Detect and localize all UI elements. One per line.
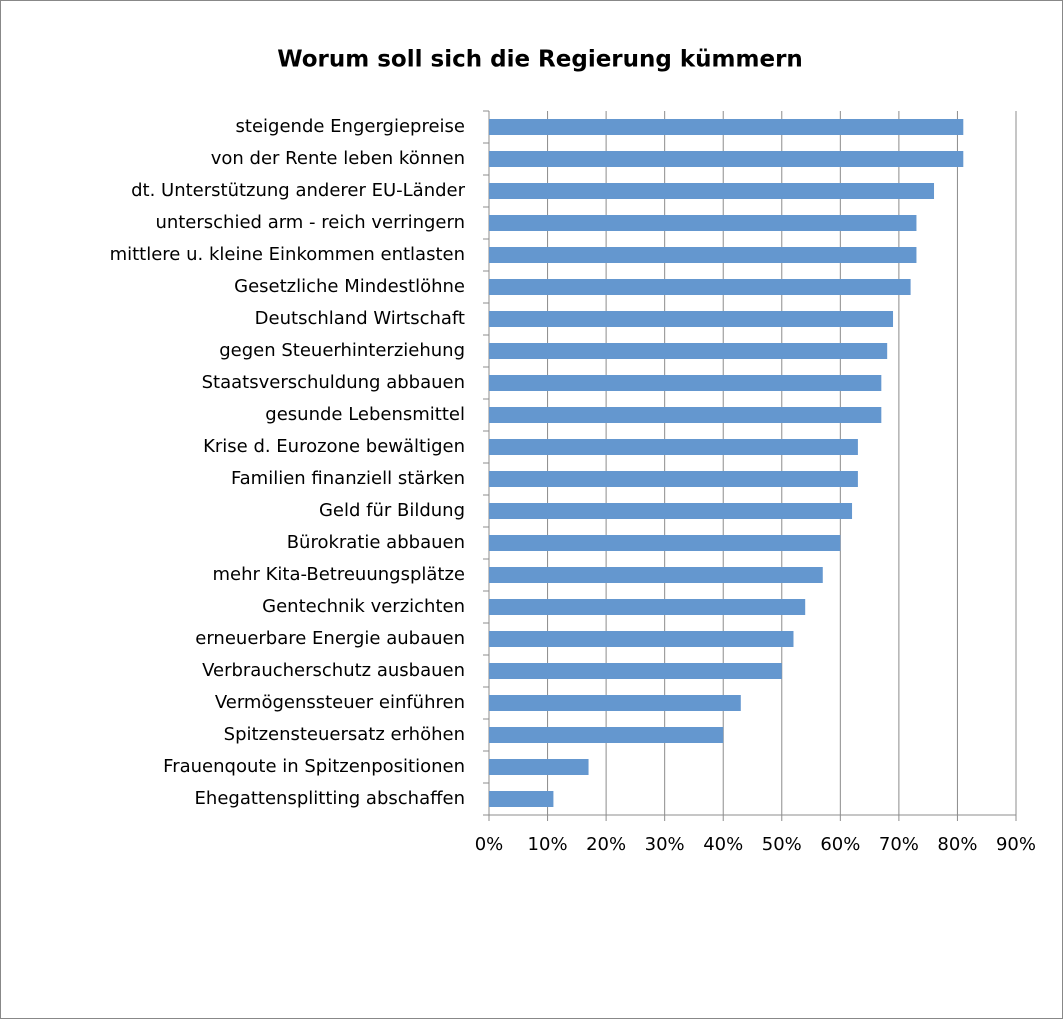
- x-tick-label: 40%: [703, 834, 743, 855]
- x-tick-label: 0%: [475, 834, 504, 855]
- y-tick-label: Bürokratie abbauen: [287, 532, 465, 553]
- bar: [489, 375, 882, 391]
- bar: [489, 503, 853, 519]
- y-tick-label: steigende Engergiepreise: [236, 116, 465, 137]
- y-tick-label: dt. Unterstützung anderer EU-Länder: [131, 180, 466, 201]
- y-tick-label: Gesetzliche Mindestlöhne: [234, 276, 465, 297]
- bar: [489, 407, 882, 423]
- x-tick-label: 10%: [528, 834, 568, 855]
- x-tick-label: 50%: [762, 834, 802, 855]
- bar: [489, 247, 917, 263]
- chart-title: Worum soll sich die Regierung kümmern: [277, 47, 803, 73]
- y-tick-label: mehr Kita-Betreuungsplätze: [212, 564, 465, 585]
- bar: [489, 535, 841, 551]
- x-tick-label: 90%: [996, 834, 1036, 855]
- y-tick-label: erneuerbare Energie aubauen: [195, 628, 465, 649]
- bar: [489, 695, 741, 711]
- bar: [489, 471, 858, 487]
- y-tick-label: mittlere u. kleine Einkommen entlasten: [110, 244, 465, 265]
- y-tick-label: unterschied arm - reich verringern: [155, 212, 465, 233]
- x-tick-label: 20%: [586, 834, 626, 855]
- y-tick-label: Ehegattensplitting abschaffen: [195, 788, 465, 809]
- y-tick-label: Frauenqoute in Spitzenpositionen: [163, 756, 465, 777]
- x-tick-label: 60%: [820, 834, 860, 855]
- y-tick-label: Gentechnik verzichten: [262, 596, 465, 617]
- bar: [489, 599, 806, 615]
- x-tick-label: 70%: [879, 834, 919, 855]
- y-tick-label: Familien finanziell stärken: [231, 468, 465, 489]
- y-tick-label: Verbraucherschutz ausbauen: [202, 660, 465, 681]
- bar: [489, 279, 911, 295]
- y-tick-label: von der Rente leben können: [211, 148, 465, 169]
- y-tick-label: Krise d. Eurozone bewältigen: [203, 436, 465, 457]
- bar: [489, 631, 794, 647]
- bar: [489, 183, 935, 199]
- y-tick-label: Vermögenssteuer einführen: [215, 692, 465, 713]
- bar: [489, 791, 554, 807]
- bar: [489, 119, 964, 135]
- y-tick-label: gegen Steuerhinterziehung: [219, 340, 465, 361]
- bar: [489, 311, 894, 327]
- y-tick-label: Deutschland Wirtschaft: [255, 308, 465, 329]
- bar: [489, 567, 823, 583]
- y-tick-label: Spitzensteuersatz erhöhen: [224, 724, 465, 745]
- bar: [489, 215, 917, 231]
- y-tick-label: Staatsverschuldung abbauen: [202, 372, 465, 393]
- bar: [489, 759, 589, 775]
- bar: [489, 343, 888, 359]
- bar: [489, 663, 782, 679]
- x-tick-label: 30%: [645, 834, 685, 855]
- bar: [489, 727, 724, 743]
- bar: [489, 439, 858, 455]
- y-tick-label: Geld für Bildung: [319, 500, 465, 521]
- bar: [489, 151, 964, 167]
- x-tick-label: 80%: [937, 834, 977, 855]
- y-tick-label: gesunde Lebensmittel: [265, 404, 465, 425]
